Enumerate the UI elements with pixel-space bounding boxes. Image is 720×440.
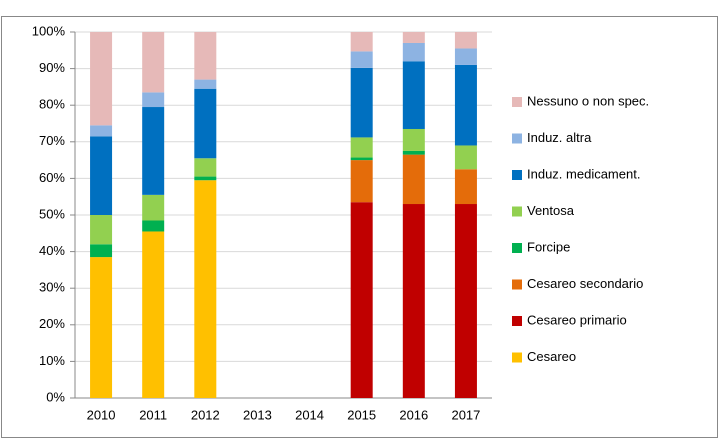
legend-swatch (512, 316, 522, 326)
bar-segment (402, 128, 425, 151)
y-tick-label: 80% (39, 97, 65, 112)
bar-segment (90, 136, 113, 215)
bar-segment (454, 204, 477, 398)
legend-swatch (512, 170, 522, 180)
legend-swatch (512, 97, 522, 107)
x-tick-label: 2016 (399, 407, 428, 422)
y-tick-label: 30% (39, 280, 65, 295)
legend-swatch (512, 243, 522, 253)
x-tick-label: 2014 (295, 407, 324, 422)
bar-segment (194, 158, 217, 177)
bar-segment (90, 32, 113, 126)
bar-segment (454, 64, 477, 146)
y-tick-label: 70% (39, 133, 65, 148)
bar-segment (402, 204, 425, 398)
bar-segment (142, 220, 165, 232)
legend-label: Forcipe (527, 239, 570, 254)
bar-segment (350, 202, 373, 398)
legend-label: Ventosa (527, 203, 575, 218)
y-tick-label: 90% (39, 60, 65, 75)
bar-segment (142, 194, 165, 221)
legend-swatch (512, 206, 522, 217)
bar-segment (90, 257, 113, 398)
bar-segment (454, 145, 477, 170)
bar-segment (454, 32, 477, 49)
x-tick-label: 2011 (139, 407, 167, 422)
bar-segment (350, 160, 373, 203)
bar-segment (454, 169, 477, 205)
bar-segment (194, 32, 217, 80)
x-tick-label: 2015 (347, 407, 376, 422)
bar-segment (402, 61, 425, 129)
y-tick-label: 50% (39, 206, 65, 221)
bar-segment (194, 180, 217, 398)
bar-segment (142, 32, 165, 93)
bar-segment (350, 67, 373, 138)
bar-segment (90, 125, 113, 137)
bar-segment (402, 32, 425, 43)
bar-segment (142, 107, 165, 195)
x-tick-label: 2012 (191, 407, 220, 422)
x-tick-label: 2017 (451, 407, 480, 422)
bar-segment (402, 150, 425, 155)
y-tick-label: 10% (39, 353, 65, 368)
bar-segment (402, 42, 425, 62)
legend-swatch (512, 352, 522, 363)
legend-label: Cesareo primario (527, 312, 627, 327)
bar-segment (402, 154, 425, 205)
y-tick-label: 60% (39, 170, 65, 185)
legend-swatch (512, 279, 522, 290)
legend-swatch (512, 133, 522, 144)
bar-segment (350, 137, 373, 158)
x-tick-label: 2010 (87, 407, 116, 422)
legend-label: Cesareo (527, 349, 576, 364)
y-tick-label: 100% (32, 23, 66, 38)
x-tick-label: 2013 (243, 407, 272, 422)
legend-label: Nessuno o non spec. (527, 93, 649, 108)
legend-label: Induz. altra (527, 130, 592, 145)
bar-segment (142, 231, 165, 398)
bar-segment (194, 176, 217, 181)
bar-segment (350, 51, 373, 68)
legend-label: Cesareo secondario (527, 276, 643, 291)
bar-segment (350, 157, 373, 161)
bar-segment (90, 244, 113, 258)
bar-segment (454, 48, 477, 65)
bar-segment (142, 92, 165, 108)
bar-segment (90, 215, 113, 245)
bar-segment (350, 32, 373, 52)
y-tick-label: 40% (39, 243, 65, 258)
legend-label: Induz. medicament. (527, 166, 640, 181)
y-tick-label: 0% (46, 389, 65, 404)
bar-segment (194, 88, 217, 159)
y-tick-label: 20% (39, 316, 65, 331)
bar-segment (194, 79, 217, 89)
